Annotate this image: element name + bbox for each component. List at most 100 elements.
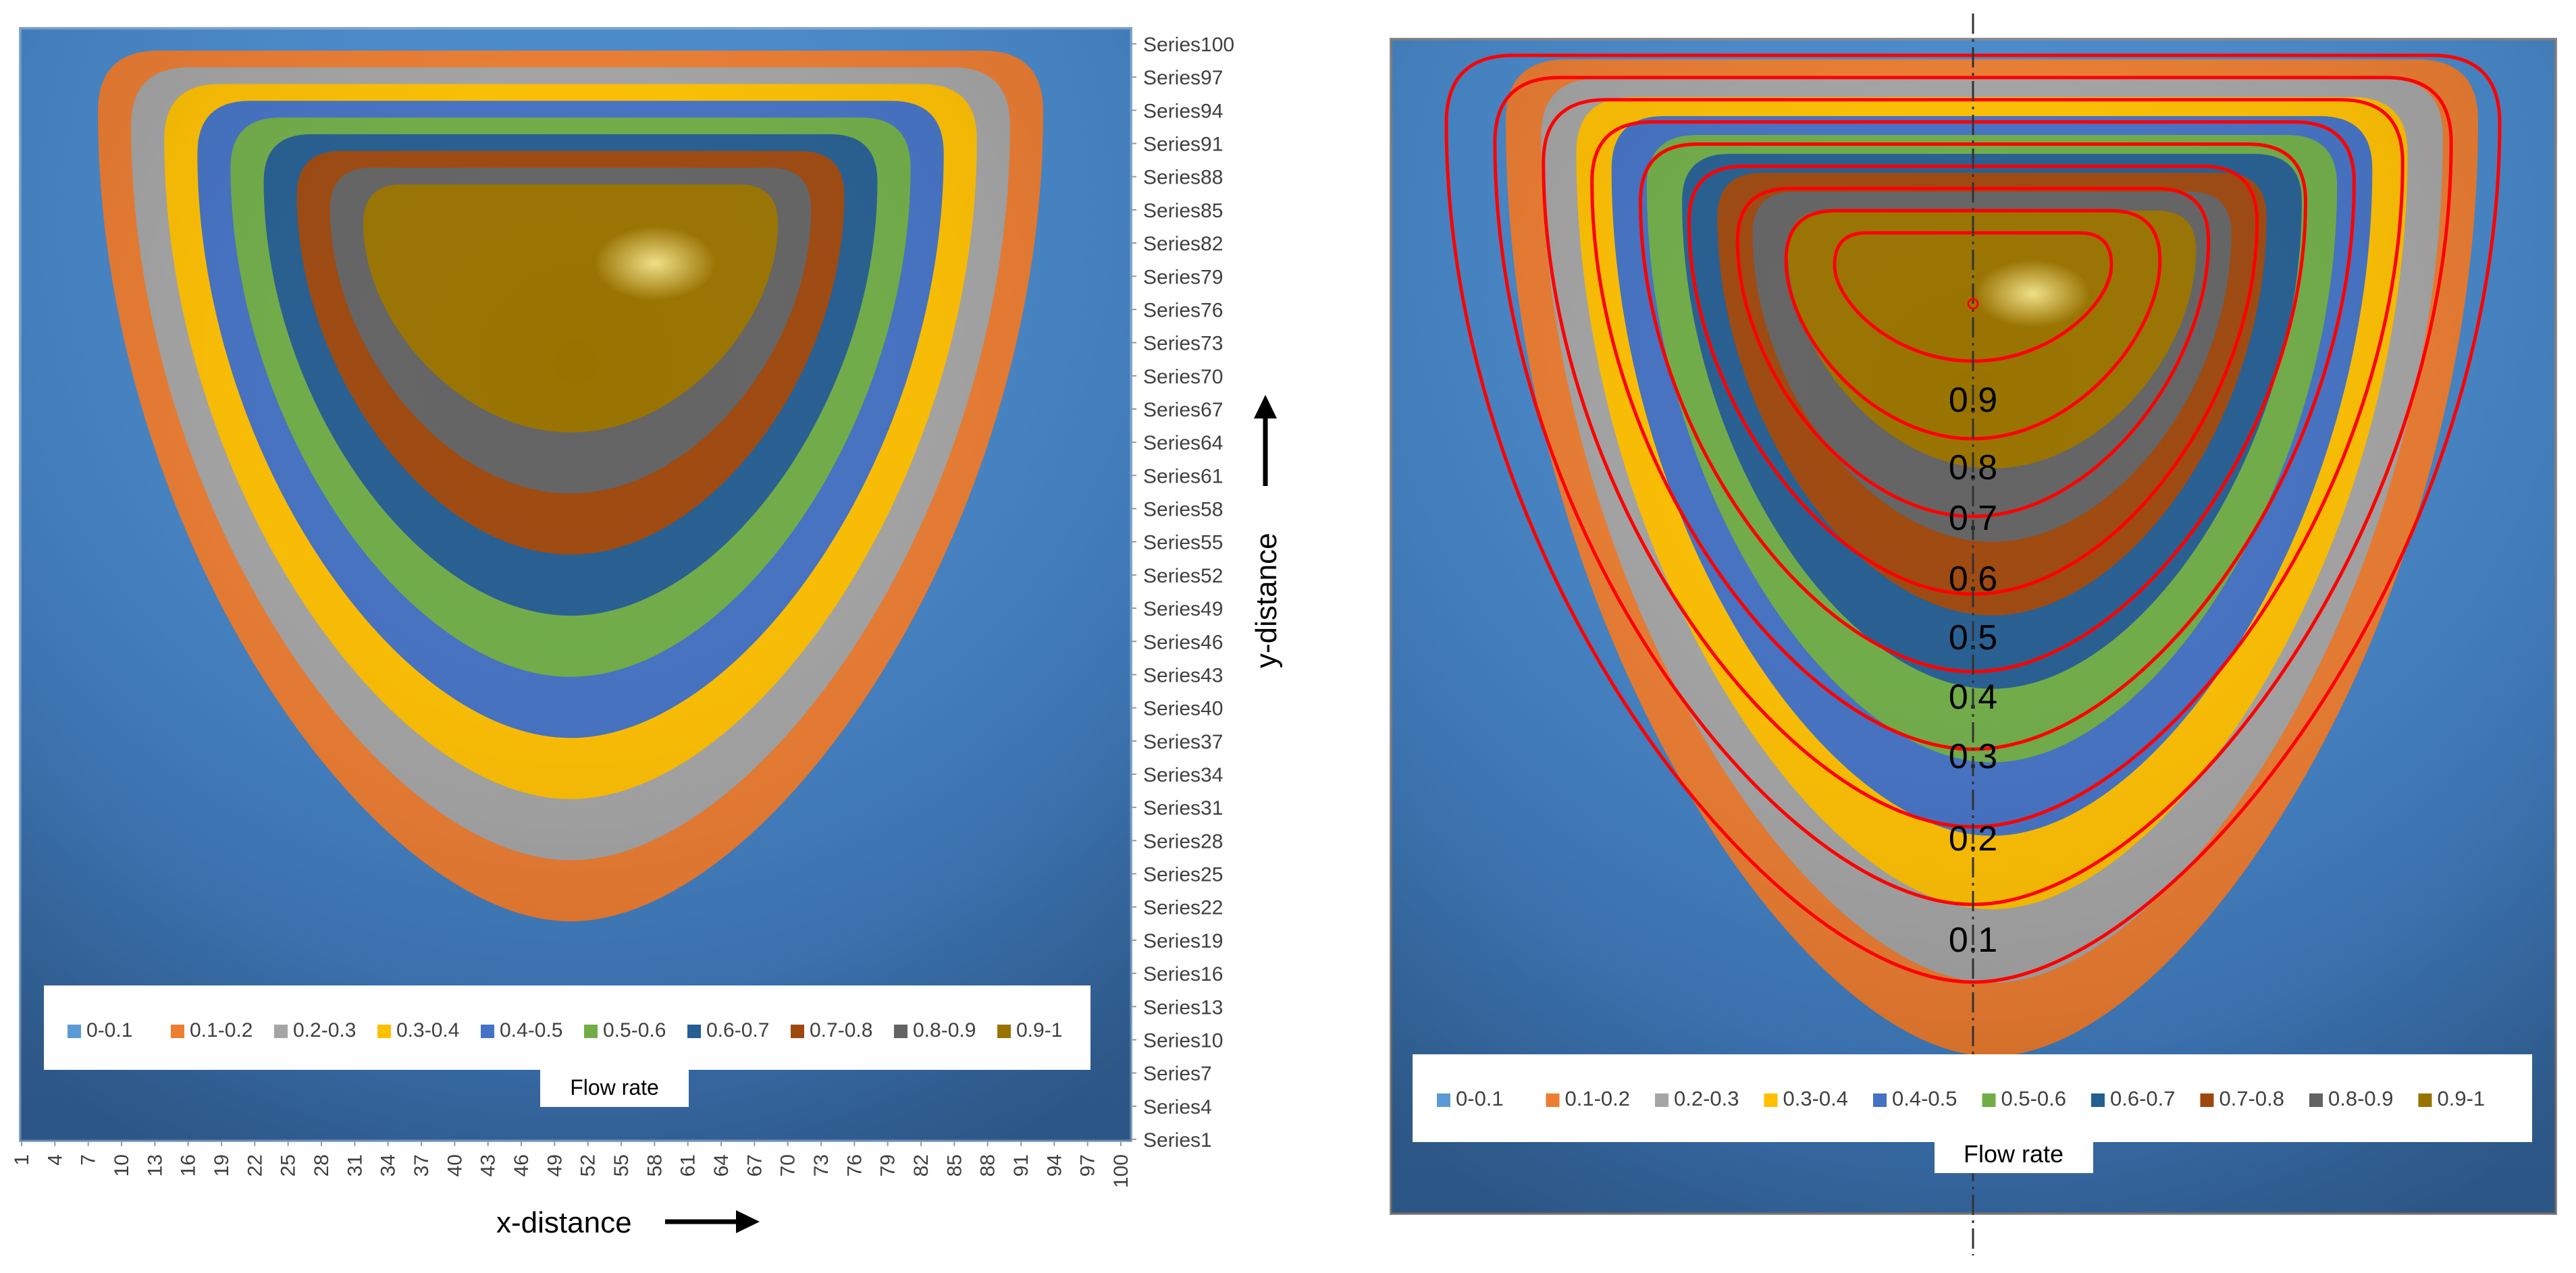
left-legend-label: 0.6-0.7 <box>706 1019 769 1041</box>
left-legend-label: 0.4-0.5 <box>500 1019 562 1041</box>
y-tick-label: Series76 <box>1143 299 1223 321</box>
left-legend-item: 0.1-0.2 <box>171 1019 253 1041</box>
x-tick-label: 10 <box>111 1154 133 1176</box>
x-tick-label: 76 <box>843 1154 866 1176</box>
y-tick-label: Series61 <box>1143 465 1223 487</box>
x-tick-label: 43 <box>477 1154 500 1176</box>
right-legend-swatch <box>1437 1093 1450 1107</box>
x-axis-left: 1 4 7 10 13 16 19 22 25 28 31 34 37 40 43 46 49 52 55 58 61 6… <box>11 1141 1132 1188</box>
right-legend-item: 0.8-0.9 <box>2309 1087 2394 1110</box>
y-tick-label: Series88 <box>1143 167 1223 189</box>
x-tick-label: 31 <box>344 1154 366 1176</box>
left-legend-label: 0.2-0.3 <box>293 1019 356 1041</box>
y-tick-label: Series4 <box>1143 1096 1212 1118</box>
y-tick-label: Series58 <box>1143 499 1223 521</box>
y-tick-label: Series52 <box>1143 565 1223 587</box>
right-legend-label: 0.1-0.2 <box>1565 1087 1631 1110</box>
surface-chart-right: 0.10.20.30.40.50.60.70.80.9 0-0.1 0.1-0.2… <box>1390 13 2557 1255</box>
y-tick-label: Series100 <box>1143 34 1234 56</box>
x-tick-label: 58 <box>643 1154 666 1176</box>
x-tick-label: 40 <box>444 1154 466 1176</box>
x-tick-label: 22 <box>244 1154 266 1176</box>
right-legend-label: 0.2-0.3 <box>1674 1087 1739 1110</box>
y-tick-label: Series19 <box>1143 930 1223 952</box>
left-legend-swatch <box>377 1025 391 1038</box>
x-tick-label: 34 <box>377 1154 400 1176</box>
x-tick-label: 91 <box>1010 1154 1032 1176</box>
y-tick-label: Series22 <box>1143 897 1223 919</box>
y-tick-label: Series7 <box>1143 1063 1212 1085</box>
left-legend-item: 0.8-0.9 <box>894 1019 976 1041</box>
left-legend-item: 0.6-0.7 <box>687 1019 769 1041</box>
y-tick-label: Series91 <box>1143 134 1223 156</box>
x-tick-label: 55 <box>610 1154 633 1176</box>
x-tick-label: 85 <box>943 1154 966 1176</box>
left-legend-swatch <box>584 1025 598 1038</box>
right-legend-label: 0.3-0.4 <box>1783 1087 1849 1110</box>
right-legend-swatch <box>1873 1093 1887 1107</box>
x-tick-label: 52 <box>577 1154 600 1176</box>
y-tick-label: Series43 <box>1143 664 1223 686</box>
legend-box-right <box>1413 1054 2532 1142</box>
y-tick-label: Series1 <box>1143 1129 1212 1152</box>
right-legend-swatch <box>1764 1093 1778 1107</box>
right-legend-item: 0.3-0.4 <box>1764 1087 1849 1110</box>
legend-left: 0-0.1 0.1-0.2 0.2-0.3 0.3-0.4 0.4-0.5 0.5-0.6… <box>44 985 1090 1107</box>
left-legend-item: 0.5-0.6 <box>584 1019 666 1041</box>
left-legend-item: 0-0.1 <box>68 1019 132 1041</box>
plot-shading-left <box>20 28 1131 1141</box>
legend-box-left <box>44 985 1090 1070</box>
y-tick-label: Series16 <box>1143 963 1223 985</box>
right-legend-label: 0.6-0.7 <box>2110 1087 2176 1110</box>
left-legend-label: 0-0.1 <box>86 1019 132 1041</box>
x-tick-label: 37 <box>411 1154 433 1176</box>
right-legend-swatch <box>1982 1093 1996 1107</box>
x-tick-label: 88 <box>977 1154 999 1176</box>
y-tick-label: Series37 <box>1143 731 1223 753</box>
right-legend-item: 0.6-0.7 <box>2091 1087 2176 1110</box>
left-legend-label: 0.7-0.8 <box>810 1019 872 1041</box>
left-legend-label: 0.5-0.6 <box>603 1019 666 1041</box>
x-tick-label: 100 <box>1110 1154 1132 1188</box>
legend-title-right: Flow rate <box>1964 1140 2064 1168</box>
left-legend-label: 0.8-0.9 <box>913 1019 976 1041</box>
left-legend-swatch <box>791 1025 804 1038</box>
y-tick-label: Series40 <box>1143 698 1223 720</box>
y-tick-label: Series64 <box>1143 432 1223 454</box>
y-tick-label: Series82 <box>1143 233 1223 255</box>
peak-highlight-right <box>1975 260 2090 327</box>
left-legend-label: 0.9-1 <box>1016 1019 1062 1041</box>
x-tick-label: 13 <box>144 1154 166 1176</box>
x-tick-label: 97 <box>1077 1154 1099 1176</box>
y-tick-label: Series94 <box>1143 100 1223 122</box>
right-legend-label: 0.5-0.6 <box>2001 1087 2067 1110</box>
left-legend-swatch <box>68 1025 81 1038</box>
left-legend-item: 0.7-0.8 <box>791 1019 872 1041</box>
left-legend-item: 0.2-0.3 <box>274 1019 356 1041</box>
y-tick-label: Series49 <box>1143 598 1223 620</box>
y-axis-label: y-distance <box>1250 533 1283 668</box>
surface-chart-left: Series1 Series4 Series7 Series10 Series13 Ser… <box>11 27 1283 1239</box>
left-legend-label: 0.1-0.2 <box>190 1019 253 1041</box>
right-legend-label: 0.8-0.9 <box>2328 1087 2394 1110</box>
y-tick-label: Series85 <box>1143 200 1223 222</box>
y-tick-label: Series13 <box>1143 996 1223 1019</box>
left-legend-item: 0.9-1 <box>997 1019 1062 1041</box>
x-tick-label: 28 <box>311 1154 333 1176</box>
legend-title-box-right <box>1935 1134 2093 1173</box>
right-legend-swatch <box>1655 1093 1668 1107</box>
right-legend-label: 0-0.1 <box>1456 1087 1504 1110</box>
x-tick-label: 64 <box>710 1154 733 1176</box>
peak-marker <box>1967 298 1979 310</box>
legend-title-left: Flow rate <box>570 1075 659 1100</box>
x-tick-label: 79 <box>877 1154 899 1176</box>
y-axis-arrow <box>1254 395 1277 486</box>
x-axis-label: x-distance <box>496 1206 632 1239</box>
x-tick-label: 7 <box>78 1154 100 1166</box>
left-legend-label: 0.3-0.4 <box>396 1019 459 1041</box>
right-legend-item: 0.4-0.5 <box>1873 1087 1957 1110</box>
left-legend-item: 0.4-0.5 <box>481 1019 562 1041</box>
x-tick-label: 4 <box>44 1154 66 1166</box>
contour-line-0.1 <box>1444 53 2502 984</box>
